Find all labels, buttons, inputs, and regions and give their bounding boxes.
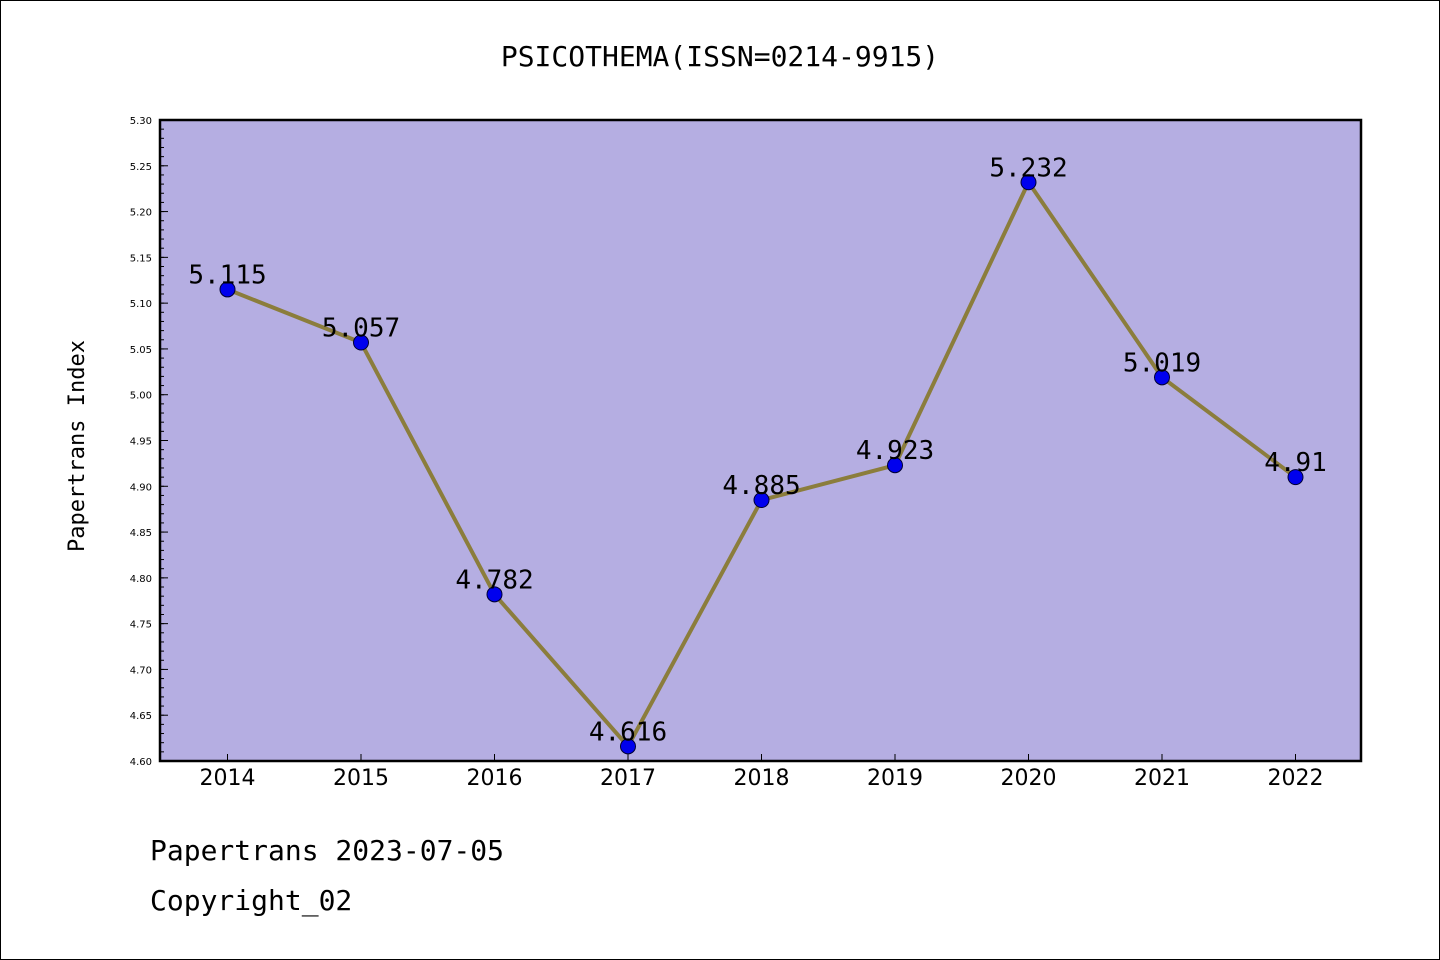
y-tick-label: 5.20 <box>130 208 152 219</box>
x-tick-label: 2017 <box>600 766 656 791</box>
y-tick-label: 5.05 <box>130 345 152 356</box>
y-tick-label: 4.65 <box>130 711 152 722</box>
y-tick-label: 5.30 <box>130 116 152 127</box>
y-tick-label: 4.70 <box>130 665 152 676</box>
data-label: 5.019 <box>1123 348 1201 378</box>
data-label: 4.91 <box>1264 448 1327 478</box>
footer-copyright: Copyright_02 <box>150 884 353 917</box>
x-tick-label: 2022 <box>1268 766 1324 791</box>
footer-date: Papertrans 2023-07-05 <box>150 834 505 867</box>
x-tick-label: 2016 <box>467 766 523 791</box>
x-tick-label: 2014 <box>200 766 256 791</box>
y-tick-label: 4.80 <box>130 574 152 585</box>
data-label: 4.885 <box>722 471 800 501</box>
data-label: 4.782 <box>455 565 533 595</box>
data-point-marker <box>486 586 503 603</box>
data-point-marker <box>353 334 369 351</box>
y-tick-label: 4.75 <box>130 620 152 631</box>
x-tick-label: 2019 <box>867 766 923 791</box>
data-point-marker <box>887 457 903 474</box>
y-tick-label: 5.00 <box>130 391 152 402</box>
data-label: 4.616 <box>589 717 667 747</box>
x-tick-label: 2015 <box>333 766 389 791</box>
data-label: 4.923 <box>856 436 934 466</box>
plot-area: 4.60 4.65 4.70 4.75 4.80 4.85 4.90 4.95 5.00 5.05… <box>130 116 1363 791</box>
y-tick-label: 4.90 <box>130 482 152 493</box>
data-point-marker <box>219 281 236 298</box>
plot-background <box>160 120 1361 761</box>
y-tick-label: 5.10 <box>130 299 152 310</box>
data-point-marker <box>1020 174 1037 191</box>
y-tick-label: 5.25 <box>130 162 152 173</box>
data-point-marker <box>1154 369 1170 386</box>
data-point-marker <box>753 492 770 509</box>
y-tick-label: 4.95 <box>130 437 152 448</box>
chart-title: PSICOTHEMA(ISSN=0214-9915) <box>501 40 939 73</box>
y-axis-label: Papertrans Index <box>65 340 90 552</box>
y-tick-label: 5.15 <box>130 253 152 264</box>
x-tick-label: 2020 <box>1001 766 1057 791</box>
data-point-marker <box>620 738 636 755</box>
plot-border <box>158 118 1363 763</box>
data-label: 5.057 <box>322 314 400 344</box>
x-tick-label: 2021 <box>1134 766 1190 791</box>
y-tick-label: 4.60 <box>130 757 152 768</box>
y-tick-label: 4.85 <box>130 528 152 539</box>
data-label: 5.115 <box>188 260 266 290</box>
data-label: 5.232 <box>989 153 1067 183</box>
data-point-marker <box>1287 469 1304 486</box>
x-tick-label: 2018 <box>734 766 790 791</box>
